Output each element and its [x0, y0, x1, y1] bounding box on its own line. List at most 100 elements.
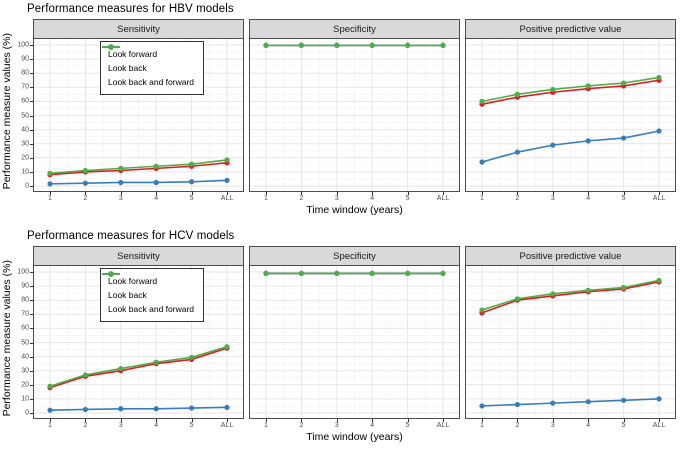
data-point: [47, 383, 53, 389]
series-line: [481, 281, 660, 314]
x-tick-label: 1: [264, 422, 268, 429]
x-tick-mark: [156, 419, 158, 422]
panels-hcv: Sensitivity Look forward Look back Look bac…: [33, 246, 676, 431]
x-tick-mark: [227, 419, 228, 422]
data-point: [82, 406, 88, 413]
chart-svg: [466, 266, 675, 418]
legend-item: Look back: [102, 271, 194, 302]
figure-title-hcv: Performance measures for HCV models: [27, 230, 235, 242]
data-point: [47, 181, 53, 187]
x-tick-mark: [659, 192, 660, 195]
data-point: [550, 142, 556, 148]
panel-positive-predictive-value: Positive predictive value 1 2 3 4 5 ALL: [465, 246, 676, 431]
y-tick-mark: [30, 101, 33, 103]
legend-label: Look back and forward: [108, 77, 194, 87]
x-tick-label: 1: [48, 195, 52, 202]
y-tick-label: 60: [21, 324, 29, 332]
panel-positive-predictive-value: Positive predictive value 1 2 3 4 5 ALL: [465, 19, 676, 204]
data-point: [514, 149, 520, 155]
y-axis-hbv: 0 10 20 30 40 50 60 70 80 90 100: [14, 19, 33, 204]
chart-svg: [250, 266, 459, 418]
x-tick-label: 3: [334, 422, 339, 429]
x-tick-mark: [552, 192, 554, 195]
data-point: [585, 399, 591, 405]
x-tick-mark: [50, 192, 51, 195]
data-point: [440, 42, 446, 48]
x-tick-label: 5: [189, 195, 194, 202]
y-tick-label: 70: [21, 310, 29, 318]
x-tick-mark: [517, 419, 519, 422]
figure-title-hbv: Performance measures for HBV models: [27, 3, 234, 15]
data-point: [82, 167, 88, 174]
x-tick-mark: [623, 192, 625, 195]
x-tick-label: 5: [405, 422, 410, 429]
y-tick-label: 90: [21, 55, 29, 63]
y-tick-mark: [30, 398, 33, 400]
data-point: [656, 277, 662, 284]
x-tick-mark: [372, 419, 374, 422]
data-point: [263, 42, 269, 48]
panel-sensitivity: Sensitivity Look forward Look back Look bac…: [33, 246, 244, 431]
x-tick-label: ALL: [436, 422, 450, 429]
x-tick-mark: [443, 192, 444, 195]
y-tick-label: 100: [17, 268, 29, 276]
series-line: [481, 398, 660, 407]
y-tick-mark: [30, 370, 33, 372]
series-line: [49, 179, 228, 185]
data-point: [224, 157, 230, 163]
data-point: [224, 404, 230, 410]
data-point: [479, 307, 485, 313]
data-point: [514, 401, 520, 408]
x-axis-ticks: 1 2 3 4 5 ALL: [33, 419, 244, 431]
legend: Look forward Look back Look back and forwa…: [100, 41, 204, 95]
y-tick-mark: [30, 129, 33, 131]
plot-area: [465, 266, 676, 419]
panel-strip-title: Specificity: [249, 246, 460, 266]
x-tick-mark: [120, 419, 122, 422]
data-point: [224, 344, 230, 350]
data-point: [153, 179, 159, 186]
x-tick-label: 1: [264, 195, 268, 202]
y-tick-mark: [30, 356, 33, 358]
x-tick-mark: [301, 192, 303, 195]
series-line: [481, 279, 660, 311]
y-tick-label: 0: [25, 182, 29, 190]
x-tick-mark: [482, 192, 483, 195]
data-point: [47, 407, 53, 413]
panels-hbv: Sensitivity Look forward Look back Look bac…: [33, 19, 676, 204]
y-axis-hcv: 0 10 20 30 40 50 60 70 80 90 100: [14, 246, 33, 431]
data-point: [479, 98, 485, 104]
panel-specificity: Specificity 1 2 3 4 5 ALL: [249, 246, 460, 431]
x-tick-mark: [227, 192, 228, 195]
x-tick-label: ALL: [652, 422, 666, 429]
data-point: [550, 400, 556, 406]
data-point: [153, 359, 159, 365]
x-tick-mark: [266, 419, 267, 422]
x-tick-label: 4: [370, 195, 375, 202]
panel-sensitivity: Sensitivity Look forward Look back Look bac…: [33, 19, 244, 204]
y-tick-mark: [30, 143, 33, 145]
x-tick-mark: [191, 192, 193, 195]
data-point: [621, 80, 627, 86]
x-axis-ticks: 1 2 3 4 5 ALL: [465, 419, 676, 431]
data-point: [479, 403, 485, 409]
legend-item: Look back: [102, 44, 194, 75]
y-tick-label: 20: [21, 381, 29, 389]
x-tick-label: 2: [299, 422, 304, 429]
figure-hbv: Performance measures for HBV models Perf…: [0, 0, 684, 218]
x-tick-mark: [336, 419, 338, 422]
x-tick-label: ALL: [220, 195, 234, 202]
x-axis-ticks: 1 2 3 4 5 ALL: [249, 419, 460, 431]
plot-area: Look forward Look back Look back and forwa…: [33, 266, 244, 419]
x-tick-label: 4: [586, 422, 591, 429]
data-point: [153, 163, 159, 169]
x-tick-label: 2: [83, 195, 88, 202]
data-point: [621, 284, 627, 291]
data-point: [621, 135, 627, 141]
y-tick-label: 10: [21, 395, 29, 403]
series-line: [49, 159, 228, 175]
x-tick-mark: [191, 419, 193, 422]
legend-label: Look back and forward: [108, 304, 194, 314]
y-tick-label: 40: [21, 126, 29, 134]
figure-hcv: Performance measures for HCV models Perf…: [0, 227, 684, 445]
